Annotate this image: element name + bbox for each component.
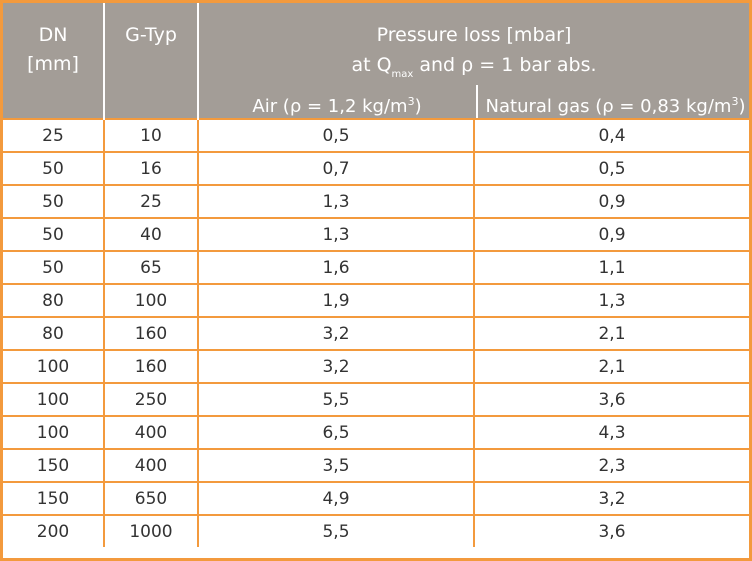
cell-gtype: 10 [103,118,198,152]
cell-air: 1,3 [197,217,474,251]
cell-dn: 150 [3,448,104,482]
cell-gas: 0,5 [473,151,749,185]
cell-air: 1,6 [197,250,474,284]
cell-air: 0,7 [197,151,474,185]
table-row: 50 65 1,6 1,1 [3,250,749,284]
header-air-sup: 3 [407,95,415,108]
cell-gtype: 250 [103,382,198,416]
cell-dn: 50 [3,151,104,185]
table-row: 50 25 1,3 0,9 [3,184,749,218]
header-natural-gas: Natural gas (ρ = 0,83 kg/m3) [476,85,752,118]
table-row: 150 650 4,9 3,2 [3,481,749,515]
table-row: 80 100 1,9 1,3 [3,283,749,317]
cell-gas: 0,9 [473,184,749,218]
cell-dn: 100 [3,349,104,383]
cell-gtype: 25 [103,184,198,218]
header-pressure-loss-condition: at Qmax and ρ = 1 bar abs. [199,51,749,89]
cell-air: 3,5 [197,448,474,482]
table-header: DN [mm] G-Typ Pressure loss [mbar] at Qm… [3,3,749,119]
cell-gas: 2,1 [473,349,749,383]
header-dn-label: DN [38,24,68,46]
cell-dn: 50 [3,184,104,218]
pressure-loss-table: DN [mm] G-Typ Pressure loss [mbar] at Qm… [3,3,749,547]
table-body: 25 10 0,5 0,4 50 16 0,7 0,5 50 25 1,3 0,9 50 40 1,3… [3,118,749,547]
table-row: 80 160 3,2 2,1 [3,316,749,350]
header-gas-post: ) [738,96,746,117]
header-condition-pre: at Q [351,54,392,76]
header-air-post: ) [414,96,422,117]
cell-gtype: 650 [103,481,198,515]
cell-gas: 3,6 [473,514,749,547]
cell-gas: 2,1 [473,316,749,350]
cell-gtype: 65 [103,250,198,284]
header-condition-sub: max [391,69,414,80]
cell-dn: 25 [3,118,104,152]
cell-gas: 0,4 [473,118,749,152]
cell-dn: 80 [3,283,104,317]
cell-gtype: 400 [103,415,198,449]
header-air: Air (ρ = 1,2 kg/m3) [199,85,475,118]
header-air-pre: Air (ρ = 1,2 kg/m [252,96,408,117]
table-row: 100 400 6,5 4,3 [3,415,749,449]
cell-gas: 1,1 [473,250,749,284]
cell-dn: 200 [3,514,104,547]
table-row: 50 16 0,7 0,5 [3,151,749,185]
cell-gtype: 1000 [103,514,198,547]
header-pressure-loss: Pressure loss [mbar] at Qmax and ρ = 1 b… [197,3,752,119]
header-dn: DN [mm] [3,3,104,119]
cell-gas: 4,3 [473,415,749,449]
cell-air: 1,3 [197,184,474,218]
cell-air: 5,5 [197,382,474,416]
cell-gtype: 40 [103,217,198,251]
cell-dn: 50 [3,217,104,251]
cell-gas: 3,2 [473,481,749,515]
cell-air: 6,5 [197,415,474,449]
header-gtype-label: G-Typ [125,24,177,46]
cell-air: 1,9 [197,283,474,317]
header-pressure-loss-title: Pressure loss [mbar] [376,24,572,46]
cell-gas: 1,3 [473,283,749,317]
header-gtype: G-Typ [103,3,198,119]
table-row: 50 40 1,3 0,9 [3,217,749,251]
cell-air: 3,2 [197,349,474,383]
table-row: 150 400 3,5 2,3 [3,448,749,482]
header-gas-pre: Natural gas (ρ = 0,83 kg/m [485,96,732,117]
cell-dn: 150 [3,481,104,515]
cell-air: 0,5 [197,118,474,152]
cell-gtype: 160 [103,316,198,350]
cell-air: 5,5 [197,514,474,547]
cell-air: 3,2 [197,316,474,350]
cell-dn: 100 [3,382,104,416]
table-row: 25 10 0,5 0,4 [3,118,749,152]
cell-gtype: 100 [103,283,198,317]
header-condition-post: and ρ = 1 bar abs. [413,54,597,76]
header-dn-unit: [mm] [27,53,79,75]
cell-gas: 2,3 [473,448,749,482]
table-row: 100 160 3,2 2,1 [3,349,749,383]
table-row: 100 250 5,5 3,6 [3,382,749,416]
cell-gtype: 16 [103,151,198,185]
cell-gtype: 160 [103,349,198,383]
cell-gas: 3,6 [473,382,749,416]
cell-dn: 80 [3,316,104,350]
header-gas-sup: 3 [731,95,739,108]
cell-gtype: 400 [103,448,198,482]
cell-gas: 0,9 [473,217,749,251]
cell-air: 4,9 [197,481,474,515]
table-row: 200 1000 5,5 3,6 [3,514,749,547]
cell-dn: 50 [3,250,104,284]
cell-dn: 100 [3,415,104,449]
